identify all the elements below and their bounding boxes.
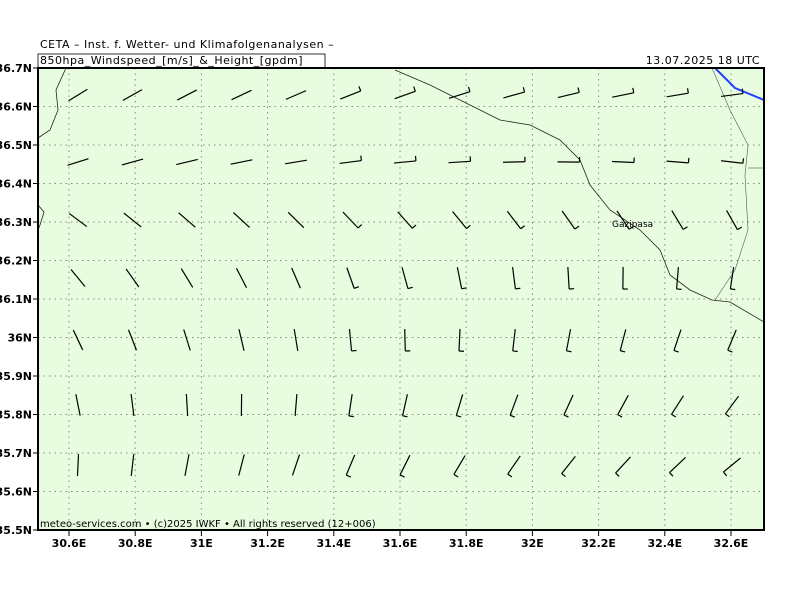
y-tick-label: 36.2N — [0, 255, 32, 268]
y-tick-label: 35.5N — [0, 524, 32, 537]
wind-barb — [503, 162, 525, 163]
barb-flag — [349, 416, 354, 417]
footer: meteo-services.com • (c)2025 IWKF • All … — [40, 519, 376, 530]
x-tick-label: 31E — [190, 537, 213, 550]
x-tick-label: 32.4E — [647, 537, 682, 550]
y-tick-label: 36.4N — [0, 178, 32, 191]
x-tick-label: 32E — [521, 537, 544, 550]
x-tick-label: 30.6E — [52, 537, 87, 550]
barb-flag — [361, 156, 362, 161]
y-tick-label: 35.9N — [0, 370, 32, 383]
barb-flag — [743, 158, 744, 163]
y-tick-label: 36.1N — [0, 293, 32, 306]
y-tick-label: 36.7N — [0, 62, 32, 75]
y-tick-label: 35.6N — [0, 486, 32, 499]
x-tick-label: 31.6E — [383, 537, 418, 550]
date: 13.07.2025 18 UTC — [646, 54, 760, 67]
y-tick-label: 36.5N — [0, 139, 32, 152]
source-label: CETA – Inst. f. Wetter- und Klimafolgena… — [40, 38, 334, 51]
x-tick-label: 32.2E — [581, 537, 616, 550]
barb-flag — [742, 89, 743, 94]
y-tick-label: 35.7N — [0, 447, 32, 460]
x-tick-label: 30.8E — [118, 537, 153, 550]
y-tick-label: 36N — [7, 332, 32, 345]
y-tick-label: 36.3N — [0, 216, 32, 229]
y-tick-label: 36.6N — [0, 101, 32, 114]
y-tick-label: 35.8N — [0, 409, 32, 422]
place-label: Gazipasa — [612, 220, 653, 230]
barb-flag — [515, 288, 520, 289]
x-tick-label: 31.2E — [250, 537, 285, 550]
title: 850hpa_Windspeed_[m/s]_&_Height_[gpdm] — [40, 54, 303, 67]
barb-flag — [688, 88, 689, 93]
barb-flag — [513, 351, 518, 352]
x-tick-label: 31.8E — [449, 537, 484, 550]
x-tick-label: 31.4E — [316, 537, 351, 550]
wind-barb — [405, 329, 406, 351]
barb-flag — [730, 289, 735, 290]
x-tick-label: 32.6E — [714, 537, 749, 550]
